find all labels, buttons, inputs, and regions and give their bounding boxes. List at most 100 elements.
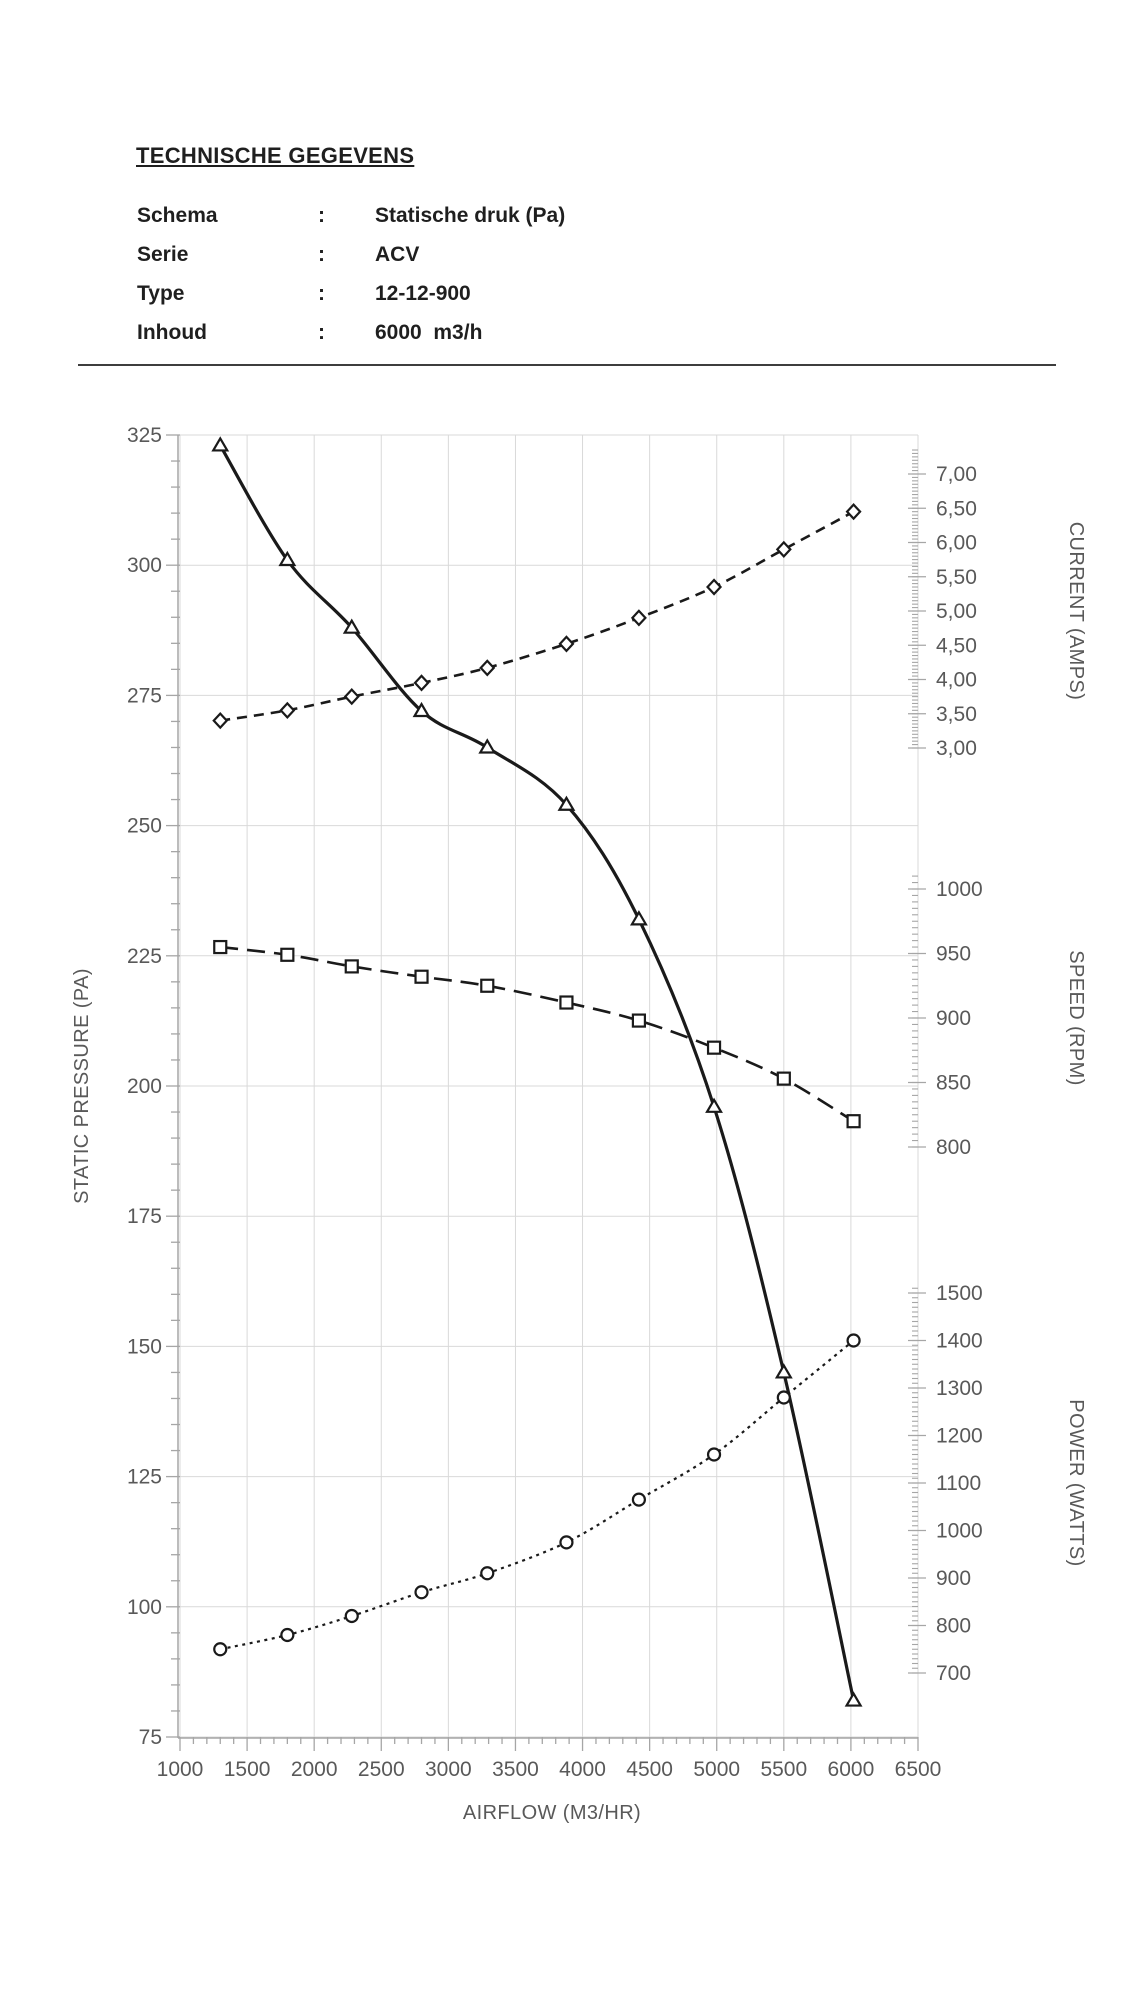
spec-colon: : [318,282,325,305]
y-left-tick-label: 300 [127,554,162,577]
square-marker [631,1013,647,1028]
diamond-marker [212,711,229,730]
square-marker [344,959,359,974]
y-right-tick-label-current: 5,50 [936,566,977,589]
y-right-tick-label-power: 1300 [936,1377,983,1400]
circle-marker [480,1566,495,1581]
series-line-current [220,510,855,722]
y-right-axis-title-current: CURRENT (AMPS) [1065,522,1087,701]
circle-marker [280,1627,295,1643]
diamond-marker [845,503,862,521]
spec-colon: : [318,204,325,227]
x-tick-label: 2500 [358,1758,405,1781]
triangle-marker [211,436,230,452]
x-tick-label: 5000 [693,1758,740,1781]
x-tick-label: 4000 [559,1758,606,1781]
y-left-tick-label: 200 [127,1075,162,1098]
y-right-tick-label-current: 6,00 [936,532,977,555]
triangle-marker [278,550,297,567]
circle-marker [846,1333,861,1348]
spec-row-serie: Serie : ACV [137,243,737,271]
x-tick-label: 5500 [760,1758,807,1781]
diamond-marker [279,701,296,719]
x-tick-label: 6500 [895,1758,942,1781]
spec-row-type: Type : 12-12-900 [137,282,737,310]
spec-value: 12-12-900 [375,282,471,305]
triangle-marker [412,701,431,718]
x-axis-airflow: 1000 1500 2000 2500 3000 3500 4000 4500 5000 5500… [157,1737,942,1824]
diamond-marker [630,609,647,627]
spec-label: Serie [137,243,189,266]
diamond-marker [775,540,792,558]
diamond-marker [479,659,496,677]
spec-colon: : [318,321,325,344]
y-axis-speed: 1000 950 900 850 800 SPEED (RPM) [908,875,1087,1159]
spec-value: 6000 m3/h [375,321,483,344]
y-right-tick-label-current: 6,50 [936,497,977,520]
series-power [213,1333,861,1657]
y-right-tick-label-current: 4,00 [936,669,977,692]
y-right-tick-label-power: 1500 [936,1282,983,1305]
y-right-tick-label-current: 3,00 [936,737,977,760]
diamond-marker [413,674,430,692]
y-right-tick-label-speed: 850 [936,1072,971,1095]
y-right-tick-label-current: 5,00 [936,600,977,623]
diamond-marker [558,635,575,653]
spec-value: Statische druk (Pa) [375,204,566,227]
spec-label: Schema [137,204,218,227]
y-left-tick-label: 175 [127,1205,162,1228]
x-tick-label: 3500 [492,1758,539,1781]
x-tick-label: 2000 [291,1758,338,1781]
y-left-tick-label: 100 [127,1596,162,1619]
diamond-marker [706,578,723,596]
triangle-marker [705,1097,723,1113]
triangle-marker [478,738,497,754]
x-tick-label: 4500 [626,1758,673,1781]
circle-marker [414,1585,429,1600]
y-right-tick-label-power: 1000 [936,1520,983,1543]
y-right-tick-label-current: 3,50 [936,703,977,726]
y-axis-current: 7,00 6,50 6,00 5,50 5,00 4,50 4,00 3,50 3,00 CURR… [908,449,1087,760]
y-right-tick-label-speed: 950 [936,943,971,966]
spec-value: ACV [375,243,420,266]
y-left-tick-label: 125 [127,1466,162,1489]
series-speed [213,939,861,1129]
triangle-marker [844,1691,863,1707]
y-left-tick-label: 225 [127,945,162,968]
y-axis-power: 1500 1400 1300 1200 1100 1000 900 800 700 POWER (… [908,1282,1087,1685]
square-marker [559,995,574,1010]
circle-marker [631,1492,647,1507]
square-marker [706,1040,722,1055]
y-right-tick-label-power: 800 [936,1615,971,1638]
triangle-marker [557,795,576,811]
square-marker [846,1114,861,1129]
circle-marker [706,1447,722,1462]
y-right-tick-label-speed: 800 [936,1136,971,1159]
header-divider [78,364,1056,366]
page-title: TECHNISCHE GEGEVENS [136,143,415,168]
triangle-marker [342,618,361,634]
diamond-marker [343,688,360,706]
circle-marker [776,1390,791,1405]
spec-label: Inhoud [137,321,207,344]
y-right-tick-label-speed: 900 [936,1007,971,1030]
circle-marker [213,1642,228,1657]
y-left-tick-label: 75 [139,1726,162,1749]
square-marker [213,939,228,955]
x-tick-label: 3000 [425,1758,472,1781]
circle-marker [559,1535,574,1550]
x-axis-title: AIRFLOW (M3/HR) [463,1802,641,1824]
x-tick-label: 1500 [224,1758,271,1781]
series-line-power [220,1339,855,1651]
y-axis-static-pressure: 325 300 275 250 225 200 175 150 125 100 75 STATIC P… [71,424,180,1749]
circle-marker [344,1608,359,1624]
triangle-marker [774,1363,793,1379]
x-tick-label: 6000 [828,1758,875,1781]
y-right-tick-label-speed: 1000 [936,878,983,901]
y-right-tick-label-power: 900 [936,1567,971,1590]
spec-label: Type [137,282,185,305]
square-marker [776,1071,791,1086]
series-current [212,503,862,730]
y-right-tick-label-current: 7,00 [936,463,977,486]
